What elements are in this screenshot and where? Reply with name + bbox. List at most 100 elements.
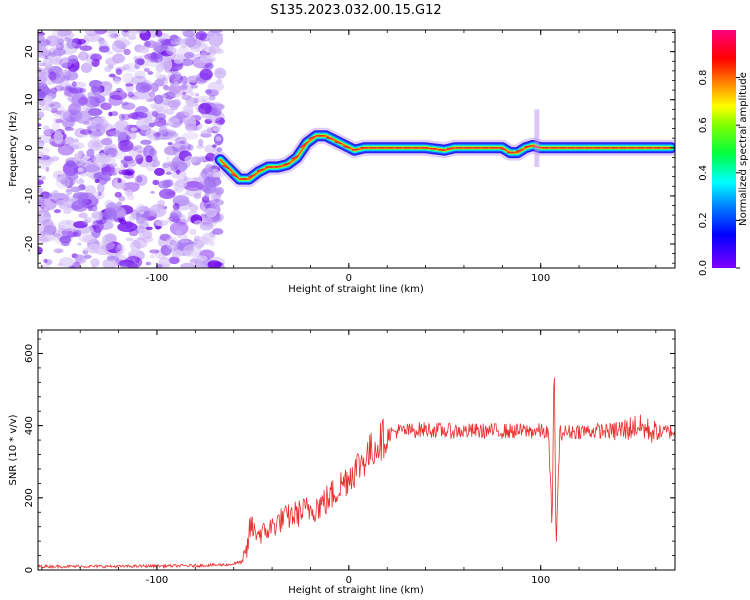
noise-blob [132,238,148,249]
noise-blob [91,220,96,224]
noise-blob [122,64,131,71]
noise-blob [154,113,167,120]
noise-blob [127,94,134,100]
noise-blob [207,81,224,92]
noise-blob [169,35,182,42]
noise-blob [187,75,199,83]
noise-blob [55,118,63,124]
noise-blob [65,188,71,193]
noise-blob [38,197,46,205]
noise-blob [79,45,93,51]
noise-blob [204,163,213,172]
noise-blob [199,221,214,231]
noise-blob [183,180,204,192]
noise-blob [38,151,44,158]
noise-blob [184,116,197,130]
noise-blob [192,177,200,182]
noise-blob [163,108,175,115]
noise-blob [150,191,155,194]
noise-blob [167,117,181,127]
noise-blob [147,261,152,266]
noise-blob [136,216,149,229]
noise-blob [82,235,96,243]
noise-blob [212,168,219,173]
noise-blob [135,203,146,214]
noise-blob [165,46,177,55]
noise-blob [182,132,199,140]
noise-blob [145,129,157,139]
noise-blob [52,190,59,195]
noise-blob [132,95,139,101]
noise-blob [108,162,118,168]
noise-blob [174,136,187,145]
noise-blob [87,119,97,127]
noise-blob [184,155,198,164]
noise-blob [80,62,93,73]
noise-blob [134,70,146,80]
noise-blob [52,170,66,180]
noise-blob [119,261,129,267]
noise-blob [181,30,195,37]
noise-blob [113,121,127,131]
noise-blob [90,204,98,212]
noise-blob [102,258,118,268]
noise-blob [206,127,214,134]
noise-blob [128,111,148,120]
noise-blob [201,46,217,57]
noise-blob [124,256,143,268]
noise-blob [57,30,72,37]
noise-blob [93,152,110,168]
noise-blob [130,127,137,132]
noise-blob [172,203,180,211]
heatmap-layer [38,30,675,268]
noise-blob [208,45,221,54]
snr-ytick-label: 0 [24,567,35,573]
ridge-core-mark [334,141,343,145]
noise-blob [147,71,154,75]
noise-blob [189,91,195,96]
noise-blob [38,34,45,44]
noise-blob [204,207,218,218]
noise-blob [59,257,75,268]
noise-blob [110,111,119,117]
ridge-core-mark [308,135,317,140]
noise-blob [158,188,176,199]
noise-blob [144,40,151,47]
noise-blob [212,172,220,178]
noise-blob [104,30,117,34]
noise-blob [176,234,189,239]
noise-blob [145,155,153,163]
noise-blob [92,219,104,233]
noise-blob [192,126,200,132]
colorbar-tick-label: 0.2 [698,212,709,228]
colorbar-tick-label: 0.0 [698,260,709,276]
ridge-core-mark [222,164,230,170]
noise-blob [90,53,102,62]
noise-blob [160,40,166,44]
noise-blob [171,36,179,44]
noise-blob [195,262,206,268]
noise-blob [114,182,126,190]
noise-blob [121,182,140,193]
noise-blob [194,93,200,97]
noise-blob [38,74,47,84]
noise-blob [115,244,126,254]
noise-blob [122,72,134,84]
noise-blob [175,178,188,189]
noise-blob [109,90,128,101]
noise-blob [162,179,172,188]
noise-blob [63,208,72,215]
noise-blob [38,210,52,224]
ridge-core-mark [325,136,334,140]
noise-blob [139,45,150,54]
noise-blob [118,113,125,121]
noise-blob [193,220,203,226]
snr-ytick-label: 600 [24,344,35,363]
noise-blob [38,246,43,255]
noise-blob [161,92,176,99]
noise-blob [91,258,100,268]
noise-blob [136,117,155,131]
noise-blob [165,171,172,176]
noise-blob [55,60,60,64]
